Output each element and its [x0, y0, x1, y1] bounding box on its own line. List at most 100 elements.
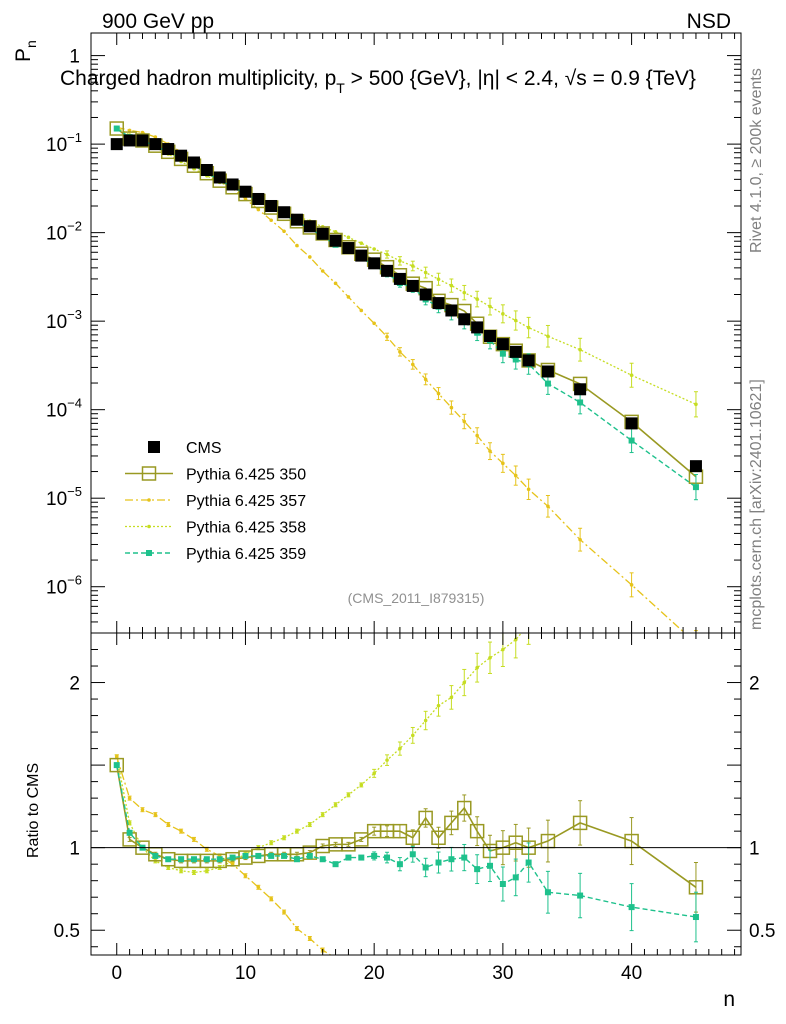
point-p357	[513, 473, 518, 478]
point-p357	[410, 362, 415, 367]
point-cms	[509, 345, 522, 358]
legend-label: Pythia 6.425 357	[186, 493, 306, 510]
point-p358	[449, 283, 454, 288]
ratio-point-p359	[461, 854, 468, 861]
ratio-point-p358	[385, 758, 389, 762]
ratio-point-p350	[457, 800, 472, 816]
ratio-point-p359	[577, 892, 584, 899]
point-cms	[265, 199, 278, 212]
ratio-point-p358	[462, 680, 467, 685]
point-p358	[629, 373, 634, 378]
ratio-point-p358	[295, 829, 299, 833]
ratio-frame	[90, 632, 742, 956]
ratio-point-p359	[165, 856, 172, 863]
point-p357	[359, 308, 364, 313]
x-tick-label: 30	[492, 963, 513, 984]
ratio-point-p358	[127, 821, 132, 825]
point-p357	[269, 218, 273, 223]
point-p358	[488, 304, 492, 309]
point-p357	[501, 461, 505, 466]
point-cms	[381, 264, 394, 277]
point-p358	[578, 347, 582, 352]
ratio-point-p359	[126, 829, 133, 836]
point-p358	[526, 325, 531, 330]
ratio-point-p357	[243, 873, 248, 878]
ratio-point-p350	[354, 832, 369, 847]
point-p357	[295, 243, 299, 248]
ratio-point-p359	[358, 854, 365, 861]
point-cms	[123, 134, 136, 147]
point-p358	[694, 402, 698, 407]
svg-text:Pn: Pn	[12, 40, 39, 62]
point-cms	[136, 134, 149, 147]
ratio-point-p357	[140, 807, 145, 812]
ratio-point-p358	[501, 647, 505, 652]
legend-item-p358: Pythia 6.425 358	[125, 520, 306, 537]
point-p357	[320, 269, 325, 273]
side-label-mcplots: mcplots.cern.ch [arXiv:2401.10621]	[748, 379, 765, 630]
ratio-point-p359	[692, 914, 699, 921]
point-p358	[501, 312, 505, 316]
plot-title-rest: > 500 {GeV}, |η| < 2.4, √s = 0.9 {TeV}	[345, 67, 696, 90]
ratio-point-p358	[333, 802, 338, 807]
legend-marker-p350	[141, 466, 157, 481]
point-cms	[471, 321, 484, 334]
point-p358	[546, 334, 550, 339]
point-cms	[368, 257, 381, 270]
legend-label: Pythia 6.425 350	[186, 467, 306, 484]
x-tick-label: 20	[364, 963, 385, 984]
ratio-point-p359	[229, 854, 236, 861]
legend-item-cms: CMS	[148, 440, 222, 457]
ratio-point-p358	[488, 655, 492, 660]
point-cms	[175, 149, 188, 162]
point-cms	[110, 138, 123, 151]
ratio-point-p359	[113, 762, 120, 769]
header-right: NSD	[687, 10, 731, 33]
point-cms	[187, 156, 200, 169]
ratio-point-p359	[448, 856, 455, 863]
point-p357	[629, 583, 634, 587]
ratio-point-p359	[628, 904, 635, 911]
ratio-point-p359	[178, 856, 185, 863]
ratio-point-p359	[435, 859, 442, 866]
ratio-point-p359	[512, 874, 519, 881]
point-cms	[625, 417, 638, 430]
legend-marker-p359	[146, 550, 152, 556]
ratio-point-p359	[384, 854, 391, 861]
ratio-y-tick-label-right: 0.5	[749, 921, 775, 942]
point-p357	[436, 391, 441, 396]
ratio-y-tick-label: 2	[69, 674, 80, 695]
ratio-point-p359	[306, 852, 313, 859]
ratio-y-tick-label-right: 1	[749, 839, 760, 860]
ratio-point-p359	[255, 852, 262, 859]
point-cms	[290, 213, 303, 226]
ratio-point-p357	[166, 822, 171, 827]
ratio-point-p357	[114, 755, 119, 759]
ratio-point-p359	[203, 856, 210, 863]
ratio-point-p358	[372, 771, 376, 776]
ratio-point-p357	[153, 812, 158, 817]
point-p357	[372, 321, 376, 326]
x-tick-label: 10	[235, 963, 256, 984]
ratio-point-p359	[371, 852, 378, 859]
ratio-point-p358	[398, 746, 402, 751]
ratio-point-p359	[474, 866, 481, 873]
y-tick-label: 1	[69, 47, 80, 68]
ratio-point-p350	[469, 823, 485, 839]
point-p358	[385, 252, 389, 257]
point-cms	[484, 329, 497, 342]
y-tick-label: 10−6	[46, 573, 82, 599]
legend-item-p359: Pythia 6.425 359	[125, 546, 306, 563]
point-p358	[398, 259, 402, 263]
ratio-point-p358	[346, 793, 351, 797]
axes: 0 10 20 30 40 1 10−1 10−2 10−3 10−4 10−5 10−6 2 2 1 1 0.…	[46, 32, 775, 984]
ratio-point-p359	[499, 880, 506, 887]
legend: CMS Pythia 6.425 350 Pythia 6.425 357 Pythi…	[125, 440, 306, 563]
ratio-point-p350	[572, 815, 588, 831]
x-tick-label: 40	[621, 963, 642, 984]
point-p357	[385, 334, 389, 339]
legend-label: CMS	[186, 440, 222, 457]
ratio-point-p359	[319, 856, 326, 863]
point-p358	[475, 297, 479, 301]
